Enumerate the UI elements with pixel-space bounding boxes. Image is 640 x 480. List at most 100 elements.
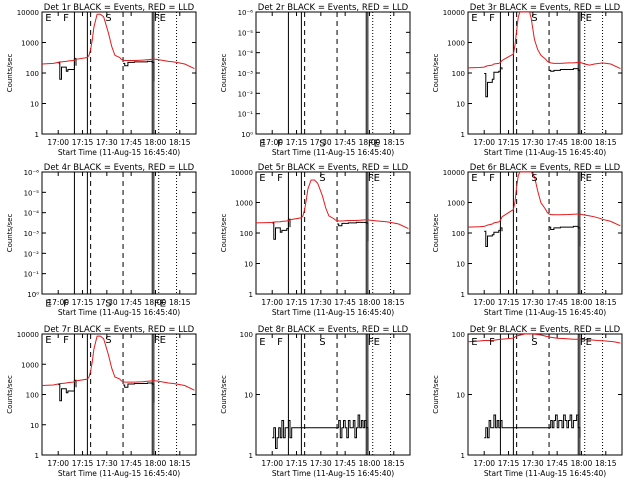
- y-axis-label: Counts/sec: [432, 54, 440, 93]
- phase-letter: E: [45, 299, 51, 310]
- y-tick-label: 1000: [447, 40, 465, 48]
- y-tick-label: 1: [461, 452, 465, 460]
- y-tick-label: 1000: [21, 361, 39, 369]
- y-tick-label: 10⁻²: [238, 90, 254, 98]
- x-tick-label: 17:30: [310, 138, 332, 147]
- y-tick-label: 1: [461, 291, 465, 299]
- phase-letter: FE: [368, 139, 380, 150]
- y-tick-label: 10000: [443, 9, 465, 17]
- plot-frame: [255, 171, 411, 295]
- y-tick-label: 10⁻²: [24, 250, 40, 258]
- x-axis-label: Start Time (11-Aug-15 16:45:40): [272, 308, 394, 317]
- y-tick-label: 10000: [443, 169, 465, 177]
- y-tick-label: 10⁻⁵: [238, 29, 254, 37]
- y-tick-label: 10⁻⁴: [238, 50, 254, 58]
- x-axis-label: Start Time (11-Aug-15 16:45:40): [58, 469, 180, 478]
- x-axis-label: Start Time (11-Aug-15 16:45:40): [272, 148, 394, 157]
- plot-frame: [41, 333, 197, 456]
- x-tick-label: 18:15: [595, 138, 617, 147]
- phase-letter: S: [531, 13, 537, 24]
- panel-title: Det 2r BLACK = Events, RED = LLD: [258, 3, 409, 13]
- x-tick-label: 18:00: [145, 138, 167, 147]
- series-events: [272, 218, 369, 242]
- x-tick-label: 17:30: [522, 298, 544, 307]
- y-tick-label: 10: [456, 261, 465, 269]
- x-tick-label: 18:00: [571, 459, 593, 468]
- panel-det8: Det 8r BLACK = Events, RED = LLD Counts/s…: [220, 325, 411, 478]
- x-tick-label: 18:15: [383, 138, 405, 147]
- x-tick-label: 17:45: [334, 298, 356, 307]
- phase-letter: F: [489, 337, 495, 348]
- x-tick-label: 17:30: [310, 298, 332, 307]
- x-axis-label: Start Time (11-Aug-15 16:45:40): [58, 308, 180, 317]
- x-tick-label: 17:15: [286, 459, 308, 468]
- x-tick-label: 17:45: [120, 298, 142, 307]
- x-tick-label: 17:00: [261, 459, 283, 468]
- y-tick-label: 100: [26, 392, 39, 400]
- x-tick-label: 17:00: [261, 138, 283, 147]
- y-tick-label: 10: [456, 101, 465, 109]
- phase-letter: E: [471, 337, 477, 348]
- y-tick-label: 1: [461, 131, 465, 139]
- plot-frame: [41, 11, 197, 135]
- x-tick-label: 17:45: [120, 459, 142, 468]
- y-axis-label: Counts/sec: [6, 214, 14, 253]
- phase-letter: S: [319, 337, 325, 348]
- series-lld: [42, 13, 195, 70]
- phase-letter: S: [531, 173, 537, 184]
- x-tick-label: 18:15: [383, 298, 405, 307]
- panel-det7: Det 7r BLACK = Events, RED = LLD Counts/s…: [6, 325, 197, 478]
- y-tick-label: 100: [452, 70, 465, 78]
- series-events: [58, 379, 155, 403]
- x-tick-label: 18:15: [383, 459, 405, 468]
- x-tick-label: 17:45: [546, 138, 568, 147]
- x-axis-label: Start Time (11-Aug-15 16:45:40): [484, 308, 606, 317]
- x-axis-label: Start Time (11-Aug-15 16:45:40): [484, 148, 606, 157]
- y-tick-label: 1: [249, 291, 253, 299]
- phase-letter: S: [105, 299, 111, 310]
- x-tick-label: 18:00: [571, 138, 593, 147]
- x-axis-label: Start Time (11-Aug-15 16:45:40): [272, 469, 394, 478]
- x-tick-label: 17:45: [546, 298, 568, 307]
- series-lld: [256, 179, 409, 230]
- panel-title: Det 4r BLACK = Events, RED = LLD: [44, 163, 195, 173]
- series-events: [272, 414, 369, 451]
- series-events: [484, 414, 581, 439]
- phase-letter: E: [259, 139, 265, 150]
- plot-frame: [467, 333, 623, 456]
- x-tick-label: 17:15: [286, 298, 308, 307]
- x-tick-label: 17:45: [546, 459, 568, 468]
- panel-title: Det 1r BLACK = Events, RED = LLD: [44, 3, 195, 13]
- x-tick-label: 17:30: [522, 138, 544, 147]
- plot-frame: [41, 171, 197, 295]
- x-tick-label: 17:45: [334, 138, 356, 147]
- series-lld: [42, 335, 195, 391]
- series-lld: [468, 334, 621, 344]
- x-tick-label: 17:15: [498, 459, 520, 468]
- series-lld: [468, 172, 621, 228]
- x-tick-label: 17:30: [310, 459, 332, 468]
- phase-letter: FE: [580, 337, 592, 348]
- panel-det9: Det 9r BLACK = Events, RED = LLD Counts/s…: [432, 325, 623, 478]
- x-axis-label: Start Time (11-Aug-15 16:45:40): [58, 148, 180, 157]
- x-tick-label: 17:00: [473, 138, 495, 147]
- y-tick-label: 10⁻¹: [24, 271, 40, 279]
- y-tick-label: 10000: [17, 9, 39, 17]
- x-tick-label: 17:00: [473, 298, 495, 307]
- x-tick-label: 17:15: [498, 298, 520, 307]
- phase-letter: F: [277, 139, 283, 150]
- y-axis-label: Counts/sec: [432, 375, 440, 414]
- x-tick-label: 17:15: [72, 138, 94, 147]
- y-tick-label: 10⁻⁴: [24, 210, 40, 218]
- phase-letter: F: [277, 337, 283, 348]
- phase-letter: S: [105, 13, 111, 24]
- panel-det2: Det 2r BLACK = Events, RED = LLD Counts/s…: [220, 3, 411, 157]
- y-tick-label: 10⁻⁵: [24, 189, 40, 197]
- phase-letter: FE: [154, 299, 166, 310]
- y-tick-label: 10⁻³: [24, 230, 40, 238]
- y-tick-label: 10⁻¹: [238, 111, 254, 119]
- panel-title: Det 5r BLACK = Events, RED = LLD: [258, 163, 409, 173]
- y-tick-label: 10: [244, 392, 253, 400]
- panel-title: Det 7r BLACK = Events, RED = LLD: [44, 325, 195, 335]
